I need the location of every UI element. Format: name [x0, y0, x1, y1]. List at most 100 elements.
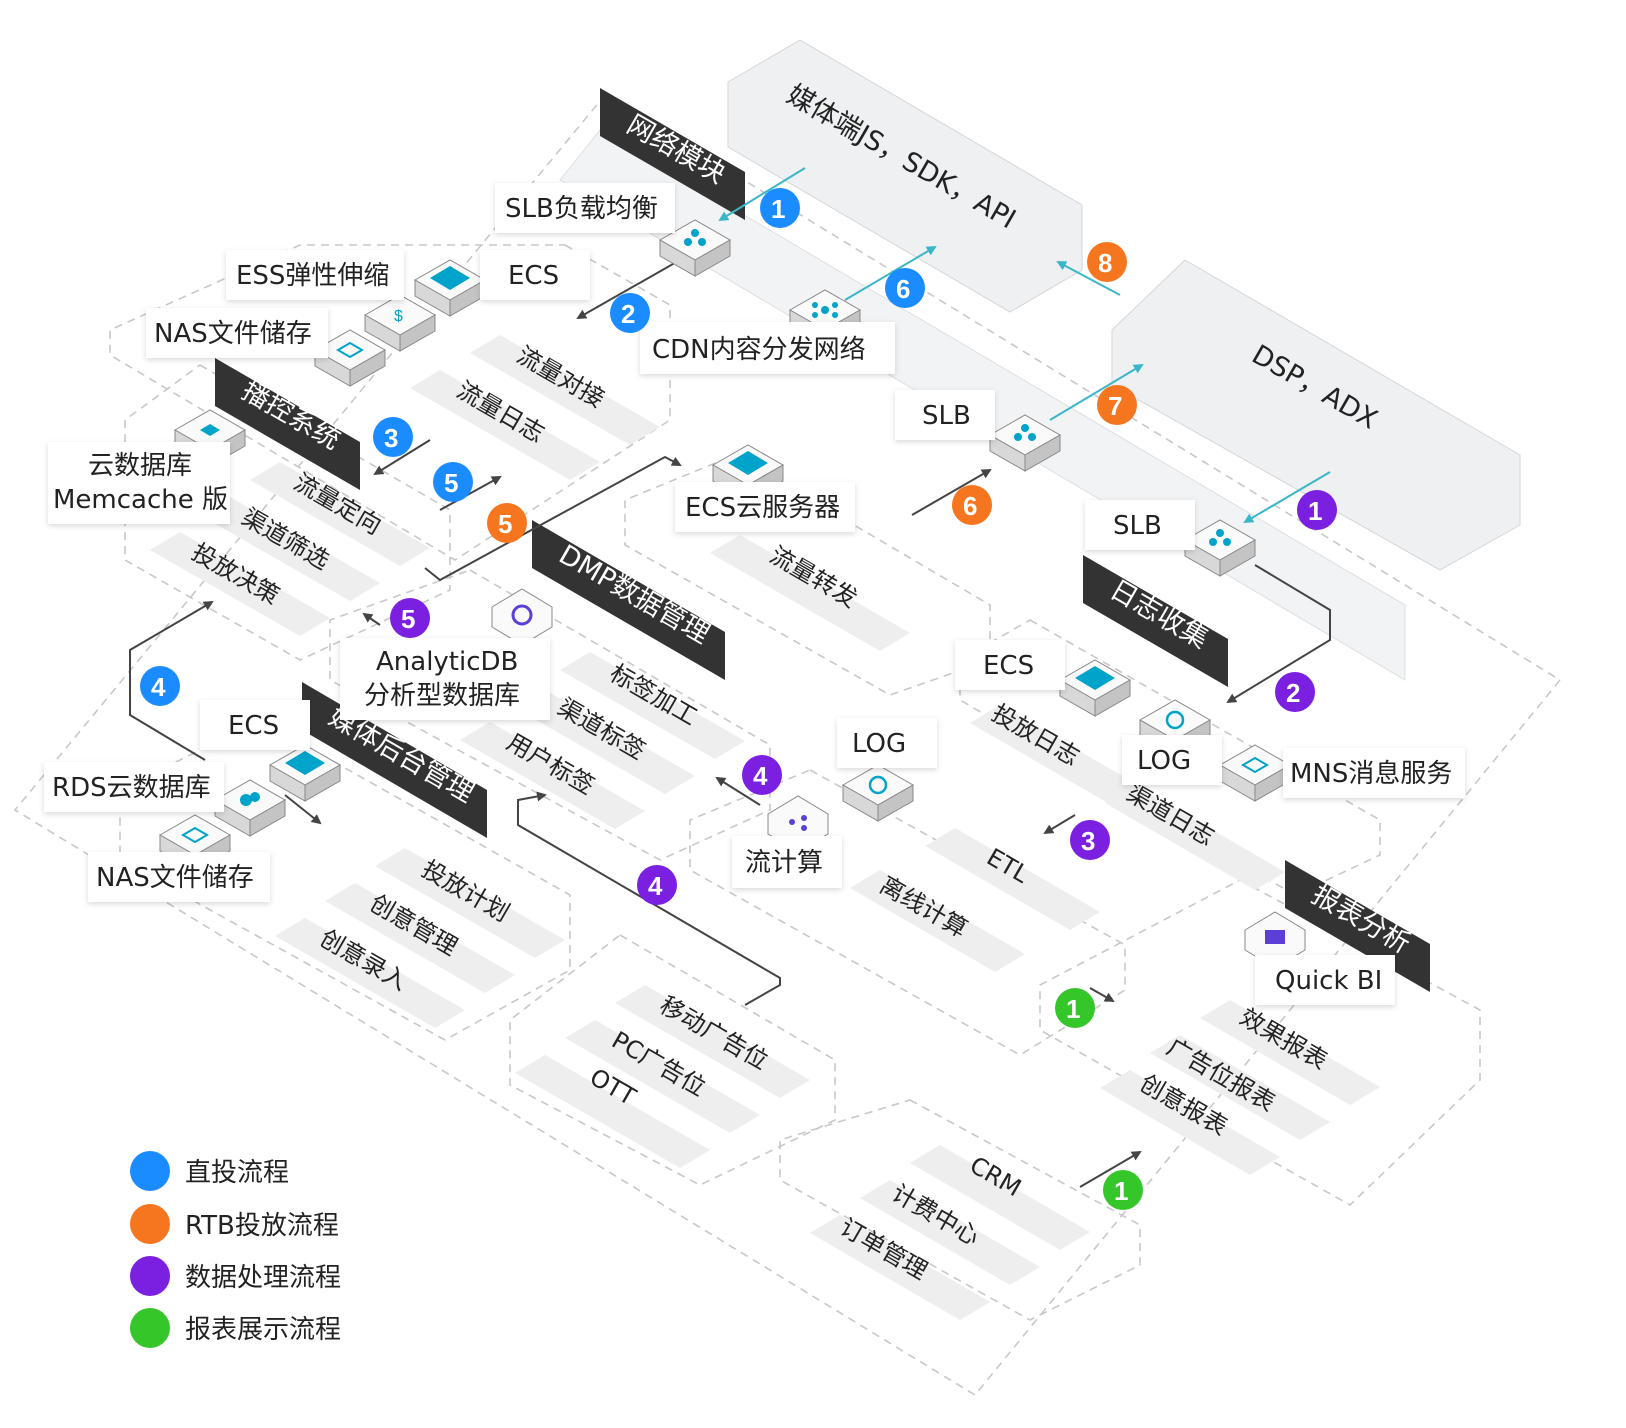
step-badges: 1 2 3 5 4 8 6 7 6 5 1 2 3 4 4 5 1 1 [140, 188, 1337, 1210]
label-mns: MNS消息服务 [1283, 748, 1465, 798]
label-rds: RDS云数据库 [44, 762, 224, 812]
label-cdn: CDN内容分发网络 [640, 322, 895, 374]
svg-text:ECS云服务器: ECS云服务器 [685, 493, 840, 523]
label-memcache: 云数据库 Memcache 版 [48, 442, 230, 524]
log-right-icon [1138, 699, 1212, 757]
badge-blue-4: 4 [140, 666, 180, 706]
slb-icon [658, 219, 732, 277]
ess-icon: $ [363, 294, 437, 352]
mns-icon [1218, 744, 1292, 802]
svg-text:云数据库: 云数据库 [88, 451, 192, 481]
header-log-collect-bg [1083, 555, 1228, 687]
svg-text:ESS弹性伸缩: ESS弹性伸缩 [236, 261, 389, 291]
svg-text:5: 5 [401, 604, 415, 634]
item-bar [250, 462, 430, 566]
header-network-bg [600, 88, 745, 220]
svg-text:2: 2 [1286, 678, 1300, 708]
svg-text:3: 3 [1081, 826, 1095, 856]
header-dmp: DMP数据管理 [532, 520, 725, 680]
label-nas-top: NAS文件储存 [146, 308, 328, 358]
badge-blue-2: 2 [610, 293, 650, 333]
badge-purple-4a: 4 [742, 755, 782, 795]
svg-text:6: 6 [896, 274, 910, 304]
legend-label: 报表展示流程 [185, 1315, 341, 1345]
dsp-panel [1111, 259, 1521, 571]
server-icons: $ [158, 219, 1306, 969]
crm-items: CRM 计费中心 订单管理 [810, 1145, 1090, 1320]
arrow-compute-to-report [1089, 987, 1115, 1002]
arrow-cdn-to-media [844, 245, 937, 301]
arrow-slb-to-ecs [576, 259, 681, 319]
svg-text:分析型数据库: 分析型数据库 [364, 681, 520, 711]
arrow-stream-to-dmp [715, 776, 761, 806]
svg-text:LOG: LOG [852, 729, 906, 759]
legend-dot [130, 1308, 170, 1348]
label-stream: 流计算 [732, 836, 842, 888]
labels: SLB负载均衡 ESS弹性伸缩 ECS NAS文件储存 CDN内容分发网络 SL… [44, 183, 1465, 1005]
svg-text:1: 1 [771, 194, 785, 224]
svg-text:NAS文件储存: NAS文件储存 [96, 863, 254, 893]
item-bar [970, 705, 1150, 810]
slb-right-icon [1183, 519, 1257, 577]
network-items: 流量对接 流量日志 [410, 335, 660, 480]
badge-blue-3: 3 [373, 417, 413, 457]
item-bar [1105, 785, 1285, 890]
arrow-playback-to-network [439, 476, 502, 511]
legend: 直投流程 RTB投放流程 数据处理流程 报表展示流程 [130, 1151, 341, 1348]
svg-text:SLB: SLB [922, 401, 971, 431]
ecs-forward-items: 流量转发 [710, 535, 910, 651]
nas-icon [313, 329, 387, 387]
arrow-dmp-to-playback [362, 612, 381, 626]
svg-text:2: 2 [621, 299, 635, 329]
badge-purple-4b: 4 [637, 865, 677, 905]
badge-purple-1: 1 [1297, 490, 1337, 530]
ecs-zone-outline [624, 454, 991, 696]
slb-mid-icon [988, 414, 1062, 472]
item-bar [510, 687, 695, 794]
log-mid-icon [841, 764, 915, 822]
label-log-right: LOG [1122, 735, 1222, 785]
svg-text:AnalyticDB: AnalyticDB [376, 647, 518, 677]
legend-item: 数据处理流程 [130, 1256, 341, 1296]
arrow-backend-to-playback [129, 600, 214, 761]
svg-text:CDN内容分发网络: CDN内容分发网络 [652, 335, 866, 365]
playback-zone-outline [124, 364, 451, 661]
legend-label: 数据处理流程 [185, 1263, 341, 1293]
label-slb-mid: SLB [895, 390, 995, 440]
label-nas-left: NAS文件储存 [88, 852, 270, 902]
svg-text:流计算: 流计算 [745, 848, 823, 878]
svg-text:ECS: ECS [228, 711, 279, 741]
legend-item: RTB投放流程 [130, 1204, 339, 1244]
legend-item: 直投流程 [130, 1151, 289, 1191]
svg-text:1: 1 [1308, 496, 1322, 526]
header-dmp-text: DMP数据管理 [554, 539, 715, 650]
item-bar [910, 1145, 1090, 1250]
legend-dot [130, 1256, 170, 1296]
svg-text:8: 8 [1098, 248, 1112, 278]
arrow-ecs-to-slb [911, 469, 992, 516]
badge-blue-1: 1 [760, 188, 800, 228]
item-bar [325, 883, 515, 993]
arrow-log-to-compute [1043, 814, 1076, 835]
arrow-slb-to-dsp [1049, 363, 1144, 421]
label-slb-right: SLB [1085, 500, 1195, 550]
item-bar [615, 985, 810, 1098]
compute-zone-outline [689, 769, 1126, 1056]
item-bar [560, 652, 745, 759]
svg-text:1: 1 [1066, 994, 1080, 1024]
arrow-dsp-to-media [1056, 261, 1121, 296]
compute-items: ETL 离线计算 [850, 828, 1100, 972]
svg-text:Quick BI: Quick BI [1275, 966, 1382, 996]
svg-text:LOG: LOG [1137, 746, 1191, 776]
adslot-items: 移动广告位 PC广告位 OTT [515, 985, 810, 1168]
svg-text:3: 3 [384, 423, 398, 453]
ecs-icon [413, 259, 487, 317]
ecs-left-icon [268, 744, 342, 802]
badge-orange-8: 8 [1087, 242, 1127, 282]
svg-text:4: 4 [753, 761, 768, 791]
label-slb-lb: SLB负载均衡 [495, 183, 675, 233]
svg-text:4: 4 [151, 672, 166, 702]
label-ecs-server: ECS云服务器 [675, 482, 855, 532]
label-ess: ESS弹性伸缩 [226, 250, 404, 300]
